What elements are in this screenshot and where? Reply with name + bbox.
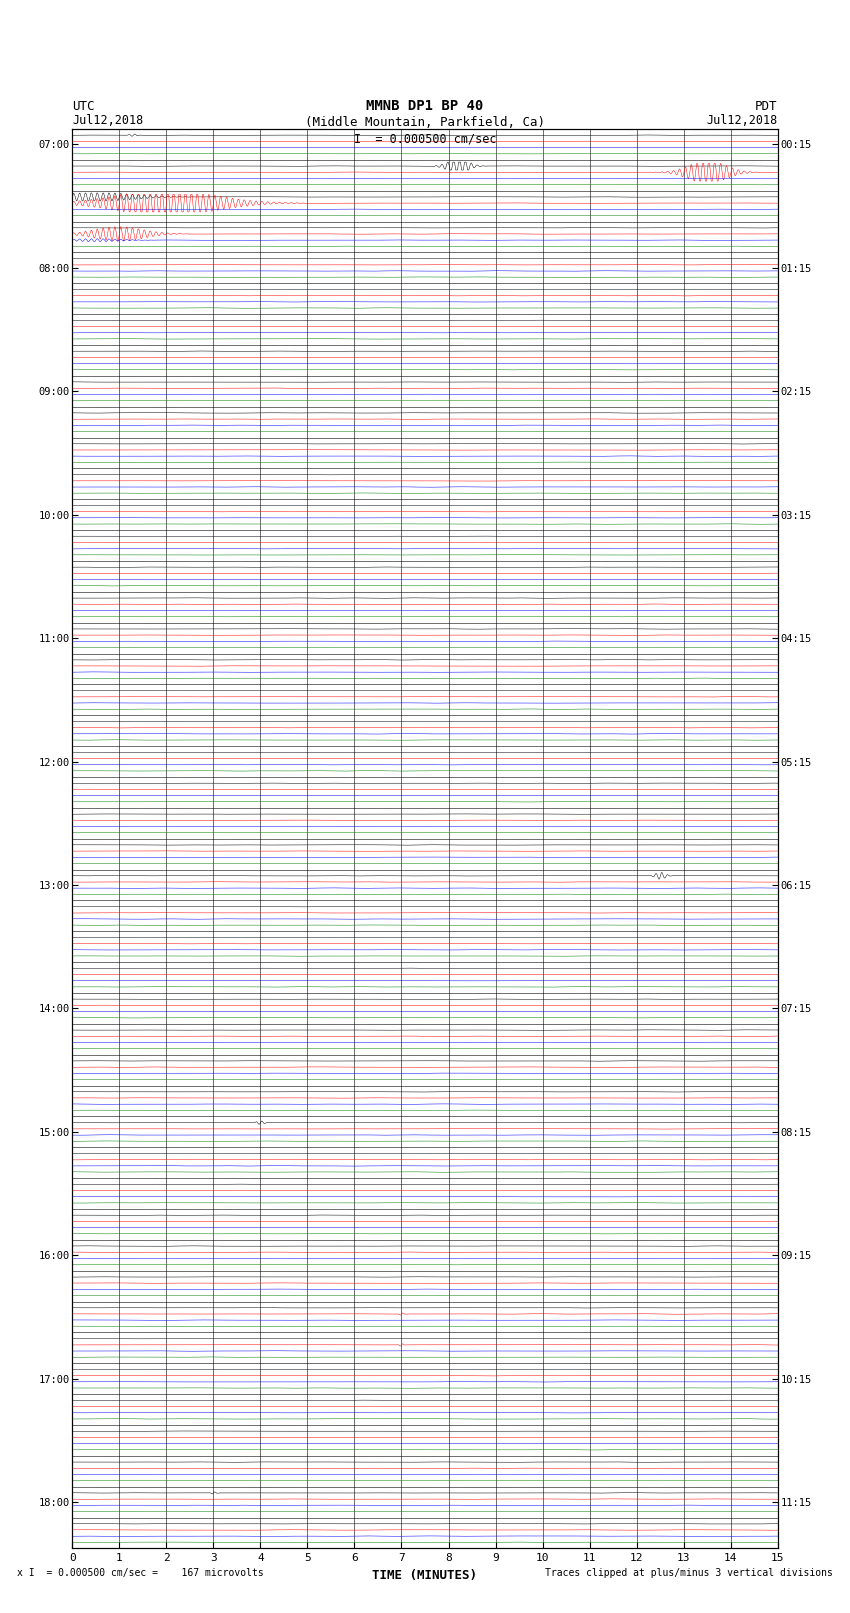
Text: Jul12,2018: Jul12,2018 [72,115,144,127]
Text: PDT: PDT [756,100,778,113]
Text: UTC: UTC [72,100,94,113]
Text: MMNB DP1 BP 40: MMNB DP1 BP 40 [366,98,484,113]
X-axis label: TIME (MINUTES): TIME (MINUTES) [372,1569,478,1582]
Text: (Middle Mountain, Parkfield, Ca): (Middle Mountain, Parkfield, Ca) [305,116,545,129]
Text: x I  = 0.000500 cm/sec =    167 microvolts: x I = 0.000500 cm/sec = 167 microvolts [17,1568,264,1578]
Text: Traces clipped at plus/minus 3 vertical divisions: Traces clipped at plus/minus 3 vertical … [545,1568,833,1578]
Text: I  = 0.000500 cm/sec: I = 0.000500 cm/sec [354,132,496,145]
Text: Jul12,2018: Jul12,2018 [706,115,778,127]
